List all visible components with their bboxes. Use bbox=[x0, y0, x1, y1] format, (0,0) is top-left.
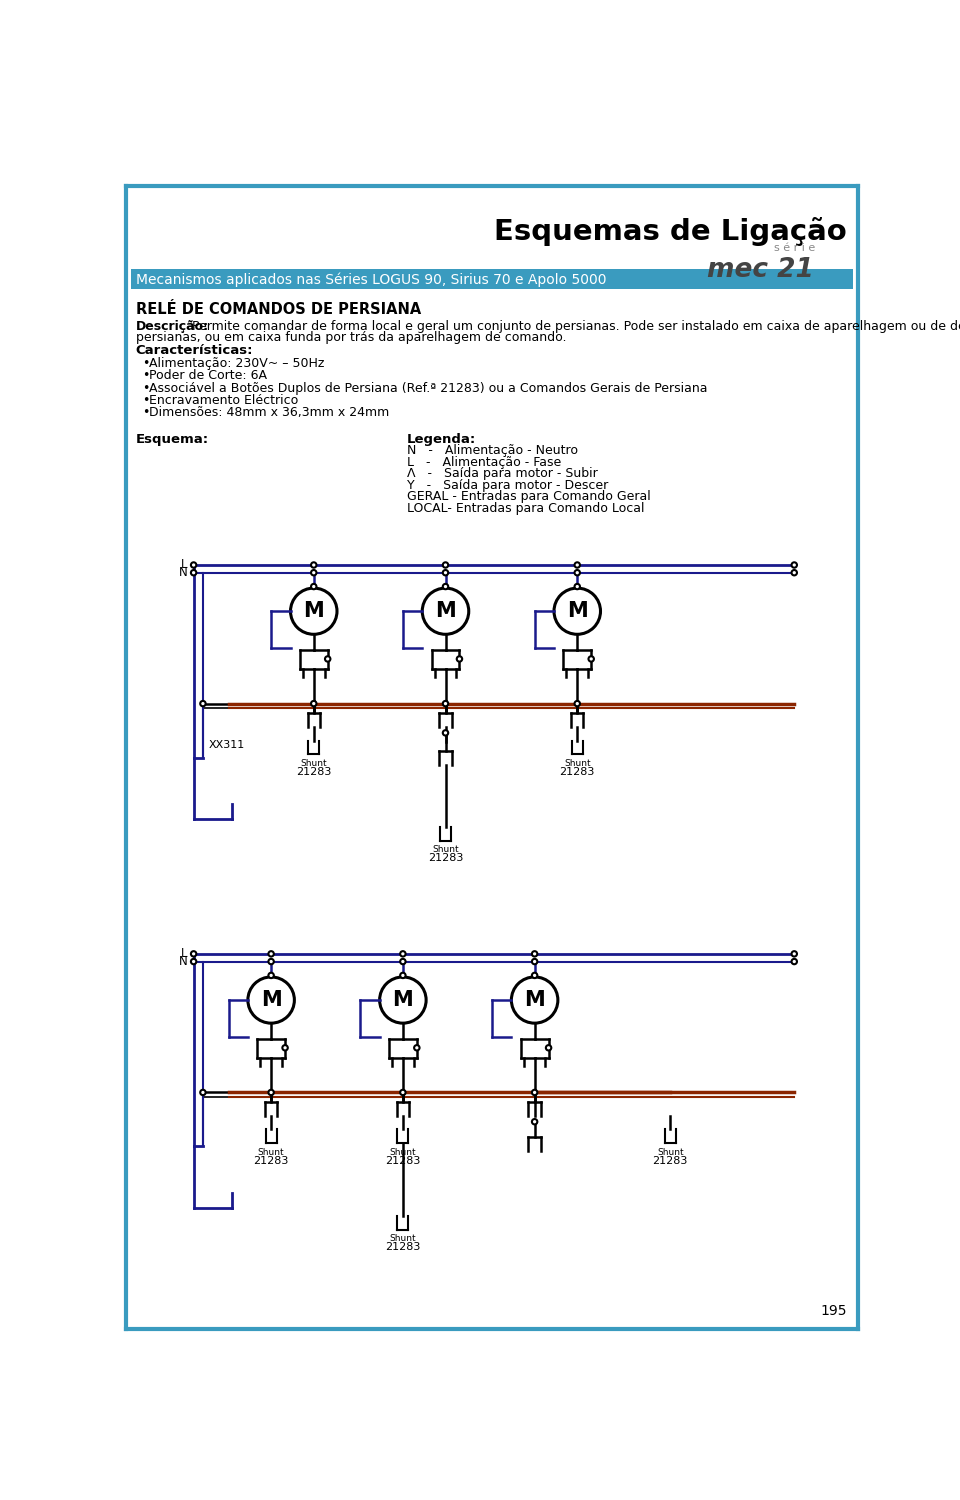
Text: Características:: Características: bbox=[135, 344, 253, 357]
Circle shape bbox=[443, 570, 448, 576]
Circle shape bbox=[443, 700, 448, 706]
Text: •: • bbox=[142, 394, 149, 406]
Text: Descrição:: Descrição: bbox=[135, 320, 208, 333]
Text: s é r i e: s é r i e bbox=[774, 243, 815, 254]
Text: 21283: 21283 bbox=[560, 766, 595, 777]
Circle shape bbox=[532, 1119, 538, 1125]
Circle shape bbox=[311, 700, 317, 706]
Circle shape bbox=[282, 1046, 288, 1050]
Text: Shunt: Shunt bbox=[258, 1148, 284, 1156]
Circle shape bbox=[269, 972, 274, 978]
Text: L: L bbox=[180, 948, 187, 960]
Circle shape bbox=[400, 1090, 405, 1095]
Circle shape bbox=[574, 700, 580, 706]
Circle shape bbox=[443, 562, 448, 567]
Text: N: N bbox=[179, 956, 187, 968]
Text: N: N bbox=[179, 566, 187, 579]
Circle shape bbox=[792, 562, 797, 567]
Text: 21283: 21283 bbox=[385, 1155, 420, 1166]
Text: GERAL - Entradas para Comando Geral: GERAL - Entradas para Comando Geral bbox=[407, 490, 651, 504]
Circle shape bbox=[191, 570, 197, 576]
Circle shape bbox=[443, 584, 448, 590]
Text: mec 21: mec 21 bbox=[707, 256, 814, 284]
Circle shape bbox=[532, 972, 538, 978]
Circle shape bbox=[400, 951, 405, 957]
Text: M: M bbox=[566, 602, 588, 621]
Circle shape bbox=[191, 562, 197, 567]
Circle shape bbox=[532, 951, 538, 957]
Text: Shunt: Shunt bbox=[564, 759, 590, 768]
Circle shape bbox=[546, 1046, 551, 1050]
Circle shape bbox=[311, 584, 317, 590]
Text: Permite comandar de forma local e geral um conjunto de persianas. Pode ser insta: Permite comandar de forma local e geral … bbox=[188, 320, 960, 333]
Text: Shunt: Shunt bbox=[300, 759, 327, 768]
Text: Shunt: Shunt bbox=[432, 846, 459, 855]
Circle shape bbox=[201, 1090, 205, 1095]
Circle shape bbox=[792, 570, 797, 576]
Text: Dimensões: 48mm x 36,3mm x 24mm: Dimensões: 48mm x 36,3mm x 24mm bbox=[150, 406, 390, 420]
Text: M: M bbox=[303, 602, 324, 621]
Text: 195: 195 bbox=[821, 1304, 847, 1318]
Text: 21283: 21283 bbox=[385, 1242, 420, 1252]
Text: M: M bbox=[435, 602, 456, 621]
Text: 21283: 21283 bbox=[428, 853, 463, 862]
Circle shape bbox=[443, 730, 448, 735]
Text: persianas, ou em caixa funda por trás da aparelhagem de comando.: persianas, ou em caixa funda por trás da… bbox=[135, 332, 566, 344]
Circle shape bbox=[792, 951, 797, 957]
Circle shape bbox=[574, 570, 580, 576]
Text: Υ   -   Saída para motor - Descer: Υ - Saída para motor - Descer bbox=[407, 478, 608, 492]
Circle shape bbox=[325, 656, 330, 662]
Circle shape bbox=[311, 570, 317, 576]
Text: Associável a Botões Duplos de Persiana (Ref.ª 21283) ou a Comandos Gerais de Per: Associável a Botões Duplos de Persiana (… bbox=[150, 381, 708, 394]
Text: Mecanismos aplicados nas Séries LOGUS 90, Sirius 70 e Apolo 5000: Mecanismos aplicados nas Séries LOGUS 90… bbox=[135, 272, 606, 286]
Text: Shunt: Shunt bbox=[390, 1234, 417, 1244]
Circle shape bbox=[191, 958, 197, 964]
Text: XX311: XX311 bbox=[209, 740, 246, 750]
Text: •: • bbox=[142, 406, 149, 420]
Text: M: M bbox=[393, 990, 413, 1010]
Text: 21283: 21283 bbox=[296, 766, 331, 777]
Circle shape bbox=[191, 951, 197, 957]
Circle shape bbox=[201, 700, 205, 706]
Circle shape bbox=[269, 1090, 274, 1095]
Bar bbox=[131, 270, 853, 290]
Text: •: • bbox=[142, 381, 149, 394]
Text: •: • bbox=[142, 357, 149, 370]
Text: LOCAL- Entradas para Comando Local: LOCAL- Entradas para Comando Local bbox=[407, 503, 644, 515]
Circle shape bbox=[269, 958, 274, 964]
Circle shape bbox=[457, 656, 462, 662]
Circle shape bbox=[400, 958, 405, 964]
Circle shape bbox=[400, 972, 405, 978]
Text: N   -   Alimentação - Neutro: N - Alimentação - Neutro bbox=[407, 444, 578, 458]
Circle shape bbox=[574, 562, 580, 567]
Text: M: M bbox=[524, 990, 545, 1010]
Circle shape bbox=[532, 958, 538, 964]
Text: L: L bbox=[180, 558, 187, 572]
Circle shape bbox=[588, 656, 594, 662]
Text: Alimentação: 230V~ – 50Hz: Alimentação: 230V~ – 50Hz bbox=[150, 357, 324, 370]
Text: Λ   -   Saída para motor - Subir: Λ - Saída para motor - Subir bbox=[407, 466, 597, 480]
Text: Shunt: Shunt bbox=[657, 1148, 684, 1156]
Text: Legenda:: Legenda: bbox=[407, 432, 476, 445]
Text: Shunt: Shunt bbox=[390, 1148, 417, 1156]
Text: 21283: 21283 bbox=[653, 1155, 688, 1166]
Text: 21283: 21283 bbox=[253, 1155, 289, 1166]
Text: Encravamento Eléctrico: Encravamento Eléctrico bbox=[150, 394, 299, 406]
Circle shape bbox=[532, 1090, 538, 1095]
Text: Esquemas de Ligação: Esquemas de Ligação bbox=[494, 217, 847, 246]
Text: M: M bbox=[261, 990, 281, 1010]
Text: L   -   Alimentação - Fase: L - Alimentação - Fase bbox=[407, 456, 561, 468]
Text: Esquema:: Esquema: bbox=[135, 432, 208, 445]
Circle shape bbox=[311, 562, 317, 567]
Text: Poder de Corte: 6A: Poder de Corte: 6A bbox=[150, 369, 268, 382]
Circle shape bbox=[414, 1046, 420, 1050]
Circle shape bbox=[574, 584, 580, 590]
Circle shape bbox=[269, 951, 274, 957]
Text: •: • bbox=[142, 369, 149, 382]
Circle shape bbox=[792, 958, 797, 964]
Text: RELÉ DE COMANDOS DE PERSIANA: RELÉ DE COMANDOS DE PERSIANA bbox=[135, 302, 420, 316]
